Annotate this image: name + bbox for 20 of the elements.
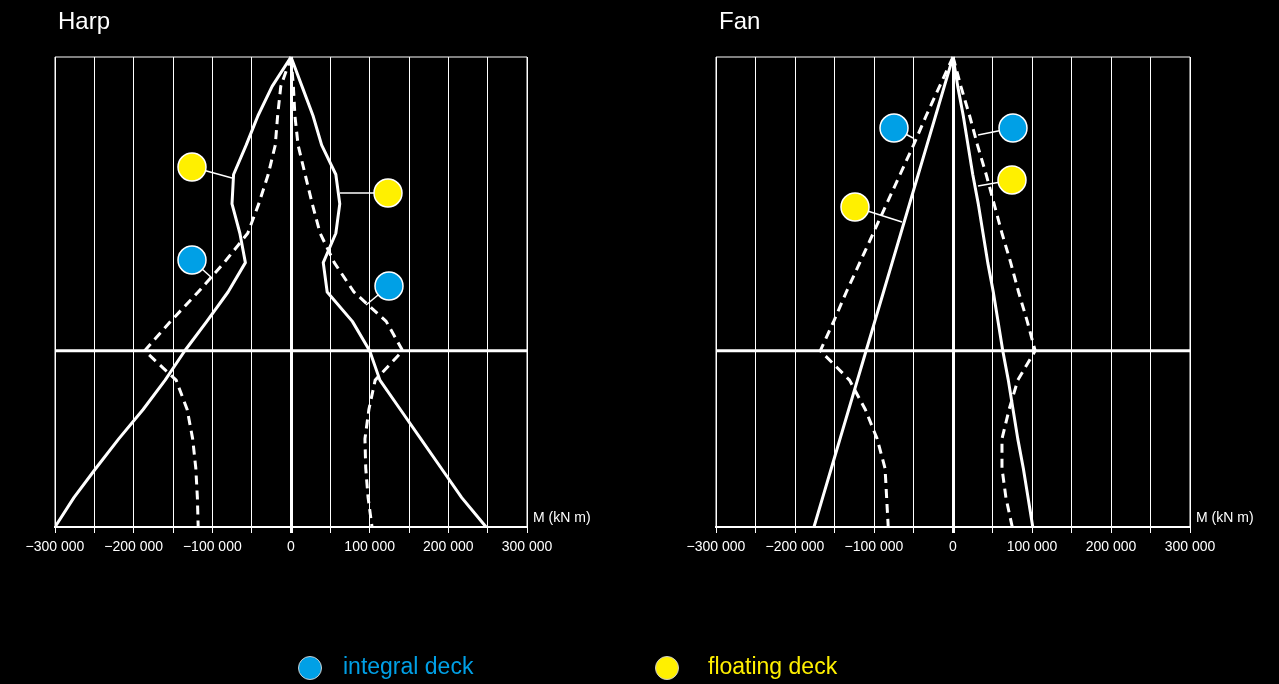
x-tick-label: −300 000	[25, 538, 85, 555]
x-axis-title: M (kN m)	[1196, 508, 1254, 525]
x-tick-label: −100 000	[844, 538, 904, 555]
chart-title: Harp	[58, 6, 111, 34]
x-tick-label: 100 000	[344, 538, 396, 555]
x-tick-label: 0	[949, 538, 958, 555]
x-tick-label: −300 000	[686, 538, 746, 555]
x-tick-label: 100 000	[1006, 538, 1058, 555]
x-tick-label: −200 000	[765, 538, 825, 555]
x-axis-title: M (kN m)	[533, 508, 591, 525]
chart-title: Fan	[719, 6, 761, 34]
x-tick-label: 200 000	[423, 538, 474, 555]
x-tick-label: 300 000	[501, 538, 553, 555]
x-tick-label: 200 000	[1085, 538, 1137, 555]
x-tick-label: 300 000	[1164, 538, 1216, 555]
text: integral deck	[343, 653, 474, 680]
text: floating deck	[708, 653, 838, 680]
x-tick-label: 0	[287, 538, 296, 555]
x-tick-label: −200 000	[104, 538, 164, 555]
x-tick-label: −100 000	[182, 538, 242, 555]
